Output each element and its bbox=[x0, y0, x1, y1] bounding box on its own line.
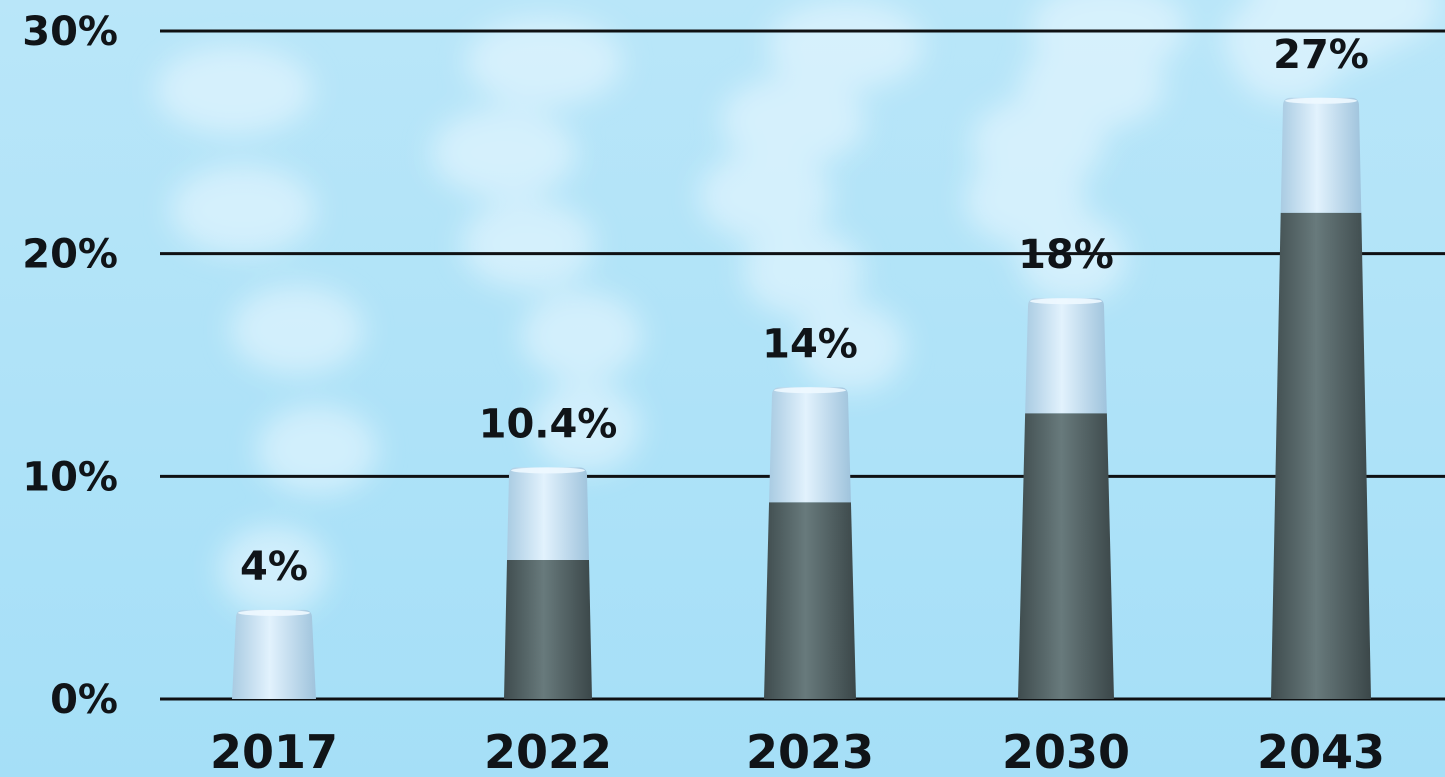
smoke-plume bbox=[155, 44, 379, 615]
y-axis-tick-labels: 0% 10% 20% 30% bbox=[22, 9, 118, 723]
chimney-bar bbox=[764, 387, 856, 699]
y-tick-label: 30% bbox=[22, 9, 118, 55]
x-category-label: 2023 bbox=[746, 725, 874, 777]
chimney-band bbox=[232, 609, 316, 699]
x-category-label: 2022 bbox=[484, 725, 612, 777]
value-labels: 4% 10.4% 14% 18% 27% bbox=[240, 32, 1369, 590]
y-tick-label: 10% bbox=[22, 454, 118, 500]
smoke-plume bbox=[963, 0, 1188, 304]
chimney-rim bbox=[1285, 97, 1357, 104]
x-category-label: 2043 bbox=[1257, 725, 1385, 777]
chimney-bar bbox=[1271, 97, 1371, 700]
chimney-body bbox=[1271, 212, 1371, 700]
chimney-body bbox=[504, 560, 592, 699]
chimney-band bbox=[769, 387, 851, 503]
value-label: 27% bbox=[1273, 32, 1369, 78]
chimney-rim bbox=[1030, 298, 1102, 305]
x-category-label: 2030 bbox=[1002, 725, 1130, 777]
x-category-label: 2017 bbox=[210, 725, 338, 777]
y-tick-label: 0% bbox=[50, 677, 118, 723]
smoke-layer bbox=[155, 0, 1439, 615]
chimney-band bbox=[1280, 97, 1362, 213]
chimney-rim bbox=[774, 387, 846, 394]
smoke-plume bbox=[698, 0, 925, 393]
value-label: 14% bbox=[762, 321, 858, 367]
chimney-rim bbox=[238, 609, 310, 616]
chimney-body bbox=[1018, 413, 1114, 699]
smoke-plume bbox=[1222, 0, 1439, 103]
chimney-band bbox=[1025, 298, 1107, 414]
chimney-body bbox=[764, 502, 856, 699]
x-axis-category-labels: 2017 2022 2023 2030 2043 bbox=[210, 725, 1385, 777]
value-label: 4% bbox=[240, 544, 308, 590]
chimney-bar bbox=[232, 609, 316, 699]
chimney-bars bbox=[232, 97, 1371, 700]
smoke-plume bbox=[430, 16, 643, 473]
value-label: 10.4% bbox=[479, 401, 618, 447]
chimney-bar bbox=[1018, 298, 1114, 699]
chimney-rim bbox=[511, 467, 585, 474]
chimney-band bbox=[507, 467, 589, 561]
y-tick-label: 20% bbox=[22, 232, 118, 278]
chimney-bar bbox=[504, 467, 592, 699]
value-label: 18% bbox=[1018, 232, 1114, 278]
